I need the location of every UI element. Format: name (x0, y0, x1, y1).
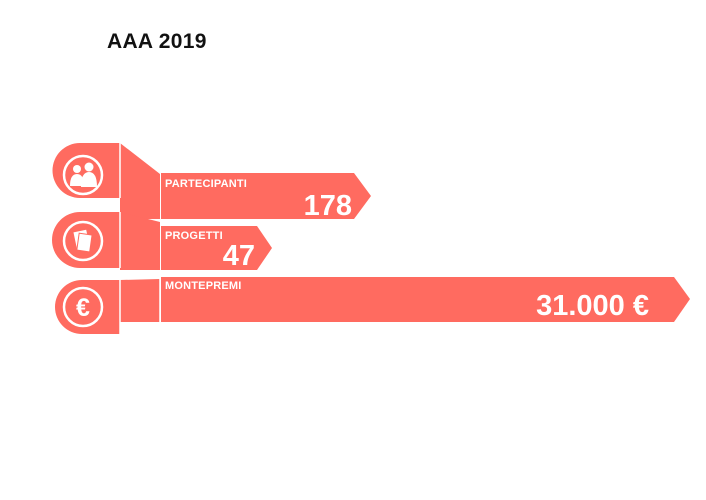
partecipanti-label: PARTECIPANTI (165, 178, 248, 190)
progetti-value: 47 (222, 240, 255, 272)
row-progetti-shape (52, 212, 272, 270)
euro-icon: € (62, 286, 104, 328)
row-partecipanti-shape (52, 143, 371, 219)
partecipanti-value: 178 (303, 190, 352, 222)
progetti-label: PROGETTI (165, 230, 223, 242)
page-title: AAA 2019 (107, 30, 207, 53)
row-montepremi-shape (55, 277, 690, 334)
montepremi-value: 31.000 € (536, 290, 649, 322)
montepremi-label: MONTEPREMI (165, 280, 242, 292)
documents-icon (62, 220, 104, 262)
people-icon (62, 154, 104, 196)
svg-text:€: € (76, 294, 90, 322)
